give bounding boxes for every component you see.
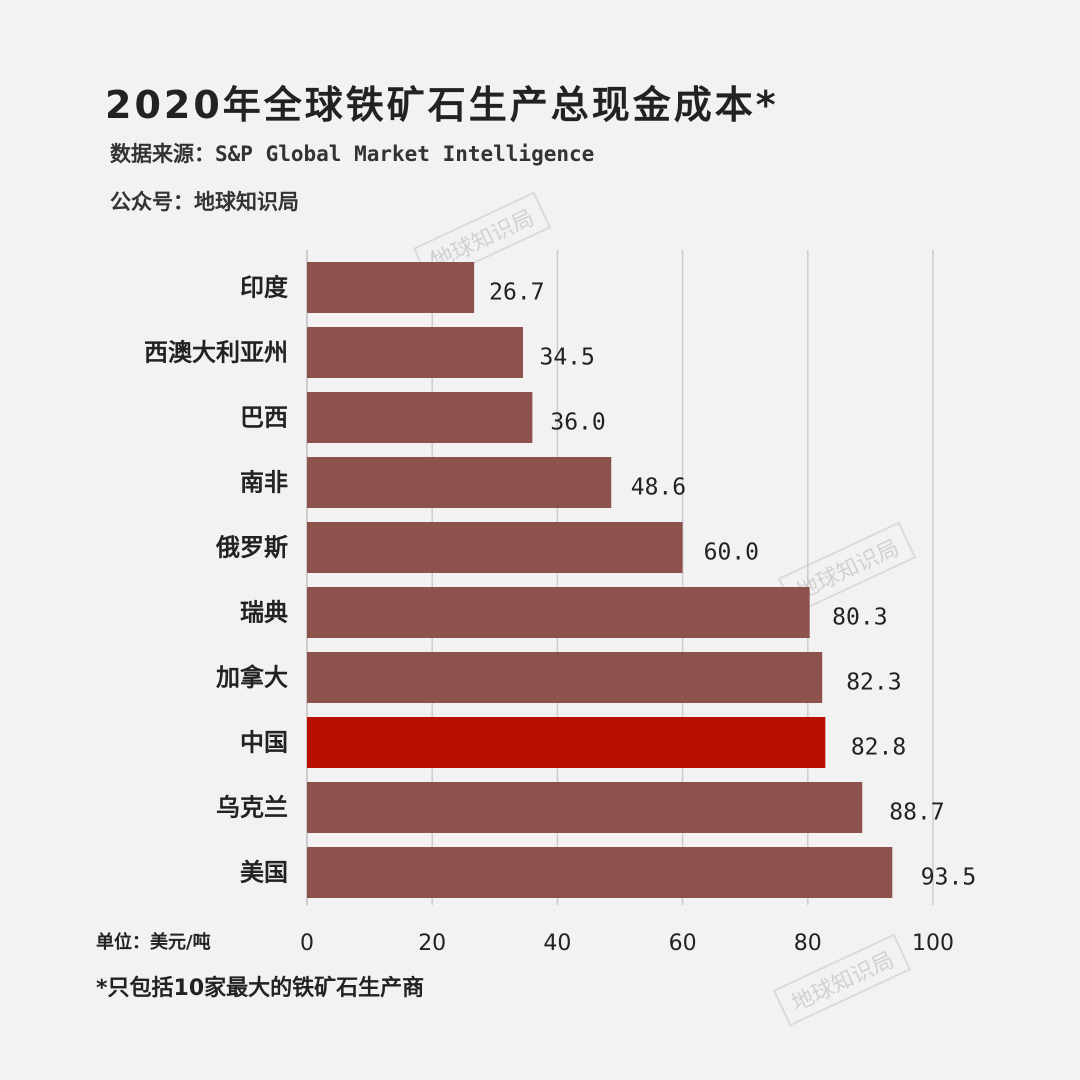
data-label: 82.8 [851,735,906,761]
data-label: 80.3 [832,605,887,631]
bar [307,522,683,573]
category-label: 俄罗斯 [215,534,288,562]
data-label: 36.0 [550,410,605,436]
bar [307,587,810,638]
category-label: 加拿大 [216,664,288,692]
bar [307,847,893,898]
data-label: 48.6 [631,475,686,501]
category-label: 南非 [240,469,288,497]
data-label: 60.0 [704,540,759,566]
account-name: 公众号：地球知识局 [110,190,299,214]
x-tick-label: 20 [418,931,446,956]
x-tick-label: 0 [300,931,314,956]
data-label: 88.7 [889,800,944,826]
x-tick-label: 40 [543,931,571,956]
chart-title: 2020年全球铁矿石生产总现金成本* [105,83,779,127]
bar [307,652,823,703]
bar [307,457,612,508]
bar [307,782,863,833]
category-label: 西澳大利亚州 [144,339,288,367]
footnote: *只包括10家最大的铁矿石生产商 [96,976,425,1001]
data-label: 26.7 [489,280,544,306]
category-label: 印度 [240,274,289,302]
x-axis-unit-label: 单位：美元/吨 [96,931,211,953]
category-label: 巴西 [240,404,288,432]
category-label: 中国 [240,729,288,757]
bar [307,327,523,378]
bar [307,717,826,768]
bar [307,262,475,313]
category-label: 乌克兰 [216,794,288,822]
data-label: 93.5 [921,865,976,891]
data-label: 34.5 [539,345,594,371]
data-label: 82.3 [846,670,901,696]
bar [307,392,533,443]
category-label: 美国 [240,859,288,887]
category-label: 瑞典 [240,599,288,627]
x-tick-label: 100 [912,931,954,956]
x-tick-label: 80 [794,931,822,956]
data-source: 数据来源：S&P Global Market Intelligence [110,142,595,166]
x-tick-label: 60 [669,931,697,956]
